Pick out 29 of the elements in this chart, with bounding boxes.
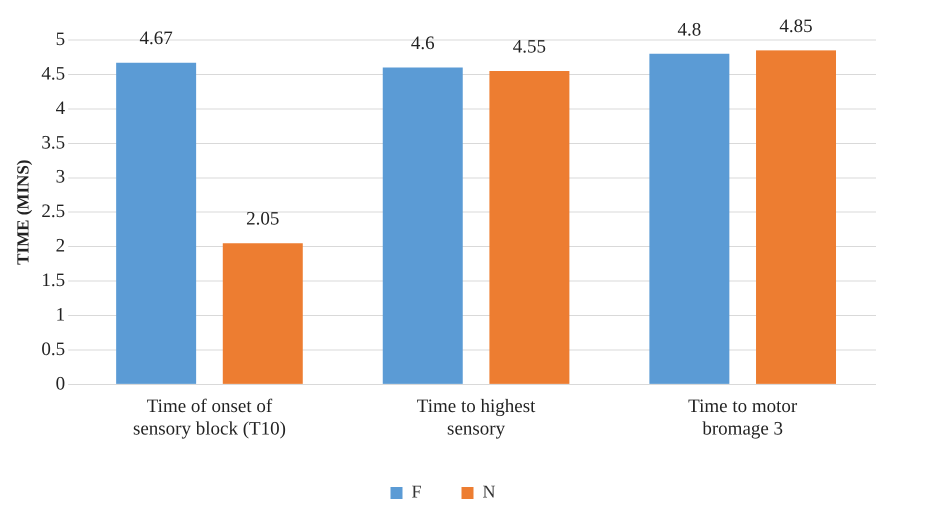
data-label: 4.6 <box>410 33 435 54</box>
y-tick-label: 4 <box>56 98 66 119</box>
bar <box>116 62 196 384</box>
y-tick-label: 2 <box>56 236 66 257</box>
data-label: 4.67 <box>140 28 173 50</box>
data-label: 4.55 <box>512 36 546 58</box>
x-tick-label: Time of onset of sensory block (T10) <box>132 396 286 440</box>
y-tick-label: 1.5 <box>41 270 66 292</box>
legend-label: F <box>411 482 422 502</box>
bar <box>222 243 303 384</box>
data-label: 2.05 <box>246 208 280 230</box>
bar <box>649 54 730 384</box>
legend-label: N <box>482 482 496 502</box>
y-tick-label: 2.5 <box>41 201 66 222</box>
y-tick-label: 0.5 <box>41 338 66 360</box>
bar <box>489 70 570 384</box>
data-label: 4.85 <box>779 16 813 37</box>
y-axis-title: TIME (MINS) <box>14 160 33 265</box>
y-tick-label: 3.5 <box>41 132 66 154</box>
x-tick-label: Time to motor bromage 3 <box>688 396 798 440</box>
y-tick-label: 5 <box>56 28 66 50</box>
bar <box>382 68 463 384</box>
y-tick-label: 3 <box>56 166 66 188</box>
bar <box>756 50 836 384</box>
data-label: 4.8 <box>677 19 702 40</box>
x-tick-label: Time to highest sensory <box>416 396 536 440</box>
y-tick-label: 1 <box>56 304 66 326</box>
y-tick-label: 0 <box>56 373 66 394</box>
y-tick-label: 4.5 <box>41 63 66 84</box>
